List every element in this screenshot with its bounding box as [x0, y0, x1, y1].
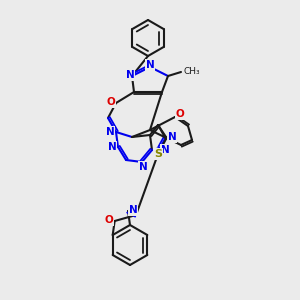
Text: N: N	[168, 132, 176, 142]
Text: O: O	[176, 109, 184, 119]
Text: CH₃: CH₃	[183, 67, 200, 76]
Text: O: O	[106, 97, 116, 107]
Text: O: O	[104, 215, 113, 225]
Text: N: N	[106, 127, 114, 137]
Text: N: N	[139, 162, 147, 172]
Text: N: N	[146, 60, 154, 70]
Text: N: N	[126, 70, 134, 80]
Text: N: N	[160, 145, 169, 155]
Text: N: N	[108, 142, 116, 152]
Text: N: N	[129, 205, 137, 215]
Text: S: S	[154, 149, 162, 159]
